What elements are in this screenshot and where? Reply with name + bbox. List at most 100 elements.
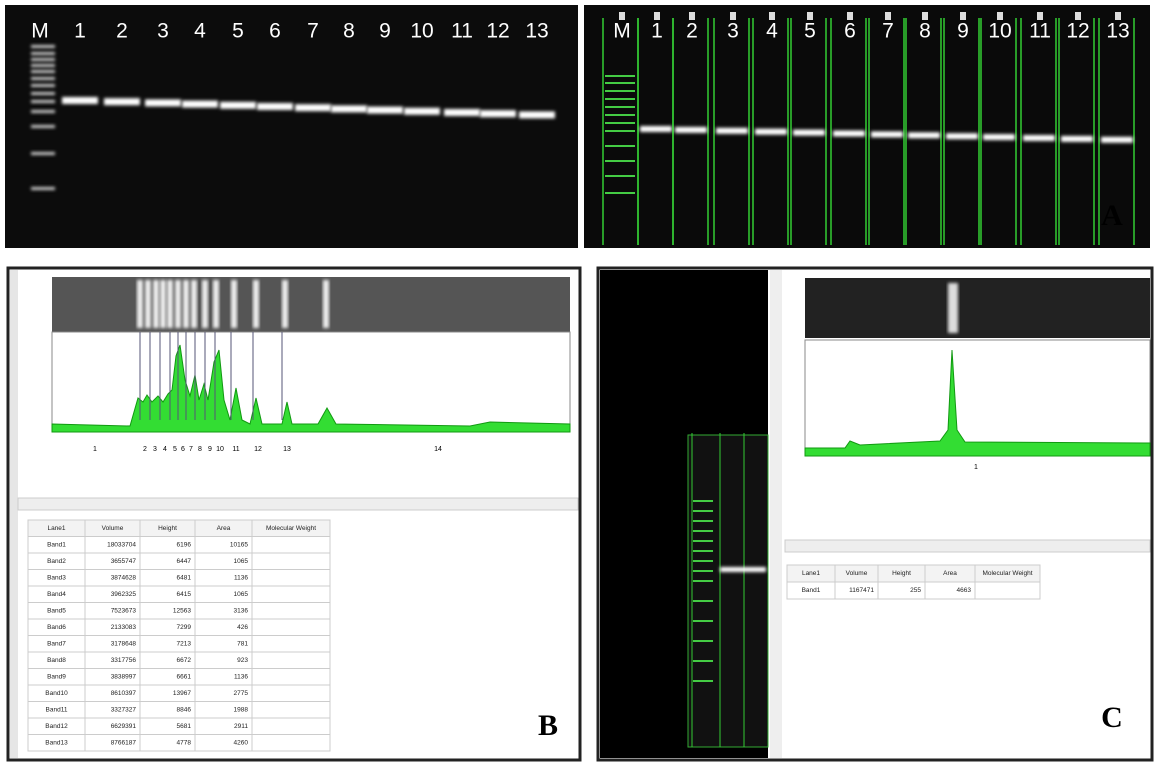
ladder-band bbox=[693, 600, 713, 602]
band bbox=[908, 132, 940, 138]
table-header: Area bbox=[943, 570, 957, 577]
table-cell bbox=[252, 603, 330, 620]
table-cell-text: 3962325 bbox=[111, 591, 137, 598]
ladder-band bbox=[31, 64, 55, 67]
table-cell-text: 3655747 bbox=[111, 558, 137, 565]
lane-label: 12 bbox=[1066, 20, 1089, 43]
band bbox=[145, 280, 151, 328]
band bbox=[220, 102, 256, 109]
table-cell-text: 6447 bbox=[177, 558, 192, 565]
band bbox=[323, 280, 329, 328]
band bbox=[675, 127, 707, 133]
table-cell-text: 3874628 bbox=[111, 574, 137, 581]
table-header: Molecular Weight bbox=[982, 570, 1032, 577]
table-cell bbox=[252, 537, 330, 554]
ladder-band bbox=[31, 110, 55, 113]
peak-label: 4 bbox=[163, 446, 167, 453]
table-cell-text: Band2 bbox=[47, 558, 66, 565]
band bbox=[755, 129, 787, 135]
band bbox=[793, 130, 825, 136]
lane-strip bbox=[52, 277, 570, 332]
band bbox=[160, 280, 166, 328]
divider bbox=[770, 270, 782, 758]
lane-label: 3 bbox=[727, 20, 739, 43]
table-cell-text: 1988 bbox=[234, 706, 249, 713]
band bbox=[1061, 136, 1093, 142]
band bbox=[480, 110, 516, 117]
table-cell-text: Band1 bbox=[802, 587, 821, 594]
peak-label: 3 bbox=[153, 446, 157, 453]
lane-strip bbox=[805, 278, 1150, 338]
band bbox=[137, 280, 143, 328]
peak-label: 2 bbox=[143, 446, 147, 453]
band bbox=[720, 567, 766, 572]
profile-plot bbox=[805, 340, 1150, 456]
table-cell bbox=[252, 553, 330, 570]
table-cell bbox=[252, 570, 330, 587]
table-cell-text: 4663 bbox=[957, 587, 972, 594]
table-cell-text: 2775 bbox=[234, 690, 249, 697]
band bbox=[167, 280, 173, 328]
ladder-band bbox=[605, 145, 635, 147]
ladder-band bbox=[31, 187, 55, 190]
scrollbar bbox=[10, 270, 18, 758]
table-cell-text: 2911 bbox=[234, 723, 248, 730]
ladder-band bbox=[605, 175, 635, 177]
ladder-band bbox=[31, 92, 55, 95]
table-cell-text: Band3 bbox=[47, 574, 66, 581]
table-cell-text: 3327327 bbox=[111, 706, 137, 713]
figure: A B C M12345678910111213M123456789101112… bbox=[0, 0, 1155, 765]
band bbox=[231, 280, 237, 328]
panel-label: C bbox=[1101, 701, 1123, 734]
peak-label: 11 bbox=[232, 446, 239, 453]
ladder-band bbox=[693, 560, 713, 562]
band bbox=[175, 280, 181, 328]
lane-label: 12 bbox=[486, 20, 509, 43]
lane-label: 1 bbox=[651, 20, 663, 43]
band bbox=[331, 105, 367, 112]
peak-label: 10 bbox=[216, 446, 224, 453]
ladder-band bbox=[605, 106, 635, 108]
band bbox=[295, 104, 331, 111]
table-cell-text: 3838997 bbox=[111, 673, 137, 680]
gel-thumb bbox=[688, 435, 768, 747]
table-cell-text: 781 bbox=[237, 640, 248, 647]
band bbox=[640, 126, 672, 132]
table-cell-text: 255 bbox=[910, 587, 921, 594]
lane-label: M bbox=[31, 20, 49, 43]
table-cell-text: 6629391 bbox=[111, 723, 137, 730]
lane-label: 11 bbox=[1029, 20, 1051, 43]
table-cell-text: 13967 bbox=[173, 690, 191, 697]
ladder-band bbox=[693, 570, 713, 572]
band bbox=[946, 133, 978, 139]
table-header: Volume bbox=[846, 570, 868, 577]
table-header: Lane1 bbox=[47, 525, 65, 532]
band bbox=[182, 101, 218, 108]
ladder-band bbox=[693, 500, 713, 502]
peak-label: 13 bbox=[283, 446, 291, 453]
table-cell bbox=[252, 685, 330, 702]
lane-label: 10 bbox=[988, 20, 1011, 43]
table-cell-text: Band4 bbox=[47, 591, 66, 598]
lane-label: 9 bbox=[379, 20, 391, 43]
lane-label: 4 bbox=[766, 20, 778, 43]
band bbox=[404, 108, 440, 115]
table-header: Lane1 bbox=[802, 570, 820, 577]
band bbox=[62, 97, 98, 104]
ladder-band bbox=[693, 660, 713, 662]
table-cell-text: 10165 bbox=[230, 541, 248, 548]
table-cell-text: 1136 bbox=[234, 574, 248, 581]
table-cell-text: 1065 bbox=[234, 558, 249, 565]
peak-label: 7 bbox=[189, 446, 193, 453]
lane-label: 4 bbox=[194, 20, 206, 43]
ladder-band bbox=[31, 58, 55, 61]
band bbox=[444, 109, 480, 116]
ladder-band bbox=[693, 540, 713, 542]
peak-label: 1 bbox=[93, 446, 97, 453]
ladder-band bbox=[31, 100, 55, 103]
band bbox=[1023, 135, 1055, 141]
lane-label: 2 bbox=[686, 20, 698, 43]
table-cell-text: 12563 bbox=[173, 607, 191, 614]
lane-label: 3 bbox=[157, 20, 169, 43]
band bbox=[871, 131, 903, 137]
